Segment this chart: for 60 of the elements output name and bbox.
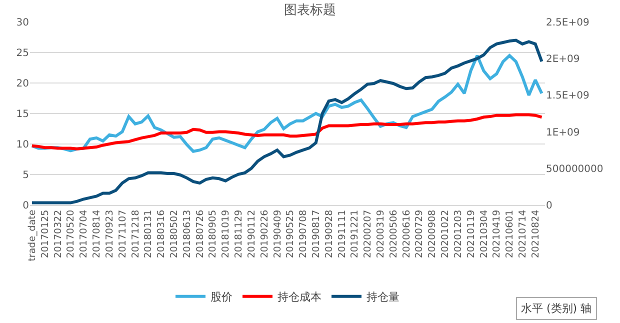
- x-tick-label: 20200207: [362, 210, 374, 258]
- x-tick-label: 20190525: [285, 210, 296, 258]
- x-tick-label: 20210714: [517, 210, 528, 258]
- x-tick-label: 20170814: [92, 210, 103, 258]
- x-tick-label: 20201022: [440, 210, 452, 258]
- x-tick-label: 20200506: [388, 210, 400, 258]
- y-tick-label: 5: [22, 170, 29, 181]
- x-tick-label: 20210304: [478, 210, 490, 258]
- x-tick-label: 20170125: [40, 210, 51, 258]
- y-tick-label: 20: [16, 78, 29, 90]
- x-tick-label: 20170322: [52, 210, 64, 258]
- x-tick-label: 20191221: [350, 210, 361, 258]
- y-tick-label: 0: [22, 200, 29, 212]
- line-series: [30, 38, 544, 204]
- x-tick-label: 20191111: [336, 210, 348, 258]
- x-tick-label: 20180613: [182, 210, 193, 258]
- x-tick-label: 20210419: [492, 210, 503, 258]
- y-tick-label: 10: [16, 140, 29, 150]
- x-tick-label: 20210824: [530, 210, 542, 258]
- y2-tick-label: 500000000: [546, 164, 604, 175]
- y2-tick-label: 0: [546, 200, 552, 212]
- x-tick-label: 20170923: [104, 210, 116, 258]
- x-tick-label: 20170704: [78, 210, 90, 258]
- y2-tick-label: 1.5E+09: [546, 90, 590, 102]
- y-tick-label: 25: [16, 48, 29, 59]
- x-tick-label: 20170520: [66, 210, 77, 258]
- x-tick-label: 20181129: [234, 210, 245, 258]
- chart-title: 图表标题: [284, 2, 336, 18]
- x-tick-label: 20180131: [143, 210, 154, 258]
- x-tick-label: trade_date: [27, 210, 38, 262]
- x-tick-label: 20180726: [194, 210, 206, 258]
- x-tick-label: 20190112: [246, 210, 258, 258]
- x-tick-label: 20180905: [208, 210, 219, 258]
- y2-tick-label: 2E+09: [546, 54, 580, 66]
- x-tick-label: 20190928: [324, 210, 335, 258]
- x-tick-label: 20201203: [452, 210, 464, 258]
- x-tick-label: 20190226: [259, 210, 270, 258]
- legend-label: 股价: [210, 290, 232, 304]
- y2-tick-label: 1E+09: [546, 127, 580, 138]
- x-tick-label: 20171218: [130, 210, 142, 258]
- y-tick-label: 15: [16, 109, 29, 120]
- y-tick-label: 30: [16, 18, 29, 28]
- x-tick-label: 20190409: [272, 210, 284, 258]
- x-tick-label: 20200908: [427, 210, 438, 258]
- legend-label: 持仓量: [366, 290, 400, 304]
- legend-label: 持仓成本: [278, 290, 322, 304]
- line-series: [30, 113, 544, 150]
- x-tick-label: 20190708: [298, 210, 310, 258]
- x-tick-label: 20180502: [169, 210, 180, 258]
- x-tick-label: 20210601: [504, 210, 516, 258]
- x-tick-label: 20200616: [401, 210, 412, 258]
- x-tick-label: 20200319: [376, 210, 387, 258]
- text: 水平 (类别) 轴: [521, 302, 592, 315]
- y2-tick-label: 2.5E+09: [546, 18, 590, 28]
- x-tick-label: 20171107: [117, 210, 128, 258]
- x-tick-label: 20200729: [414, 210, 426, 258]
- x-tick-label: 20210119: [466, 210, 477, 258]
- x-tick-label: 20181019: [220, 210, 232, 258]
- x-tick-label: 20190817: [310, 210, 322, 258]
- x-tick-label: 20180316: [156, 210, 168, 258]
